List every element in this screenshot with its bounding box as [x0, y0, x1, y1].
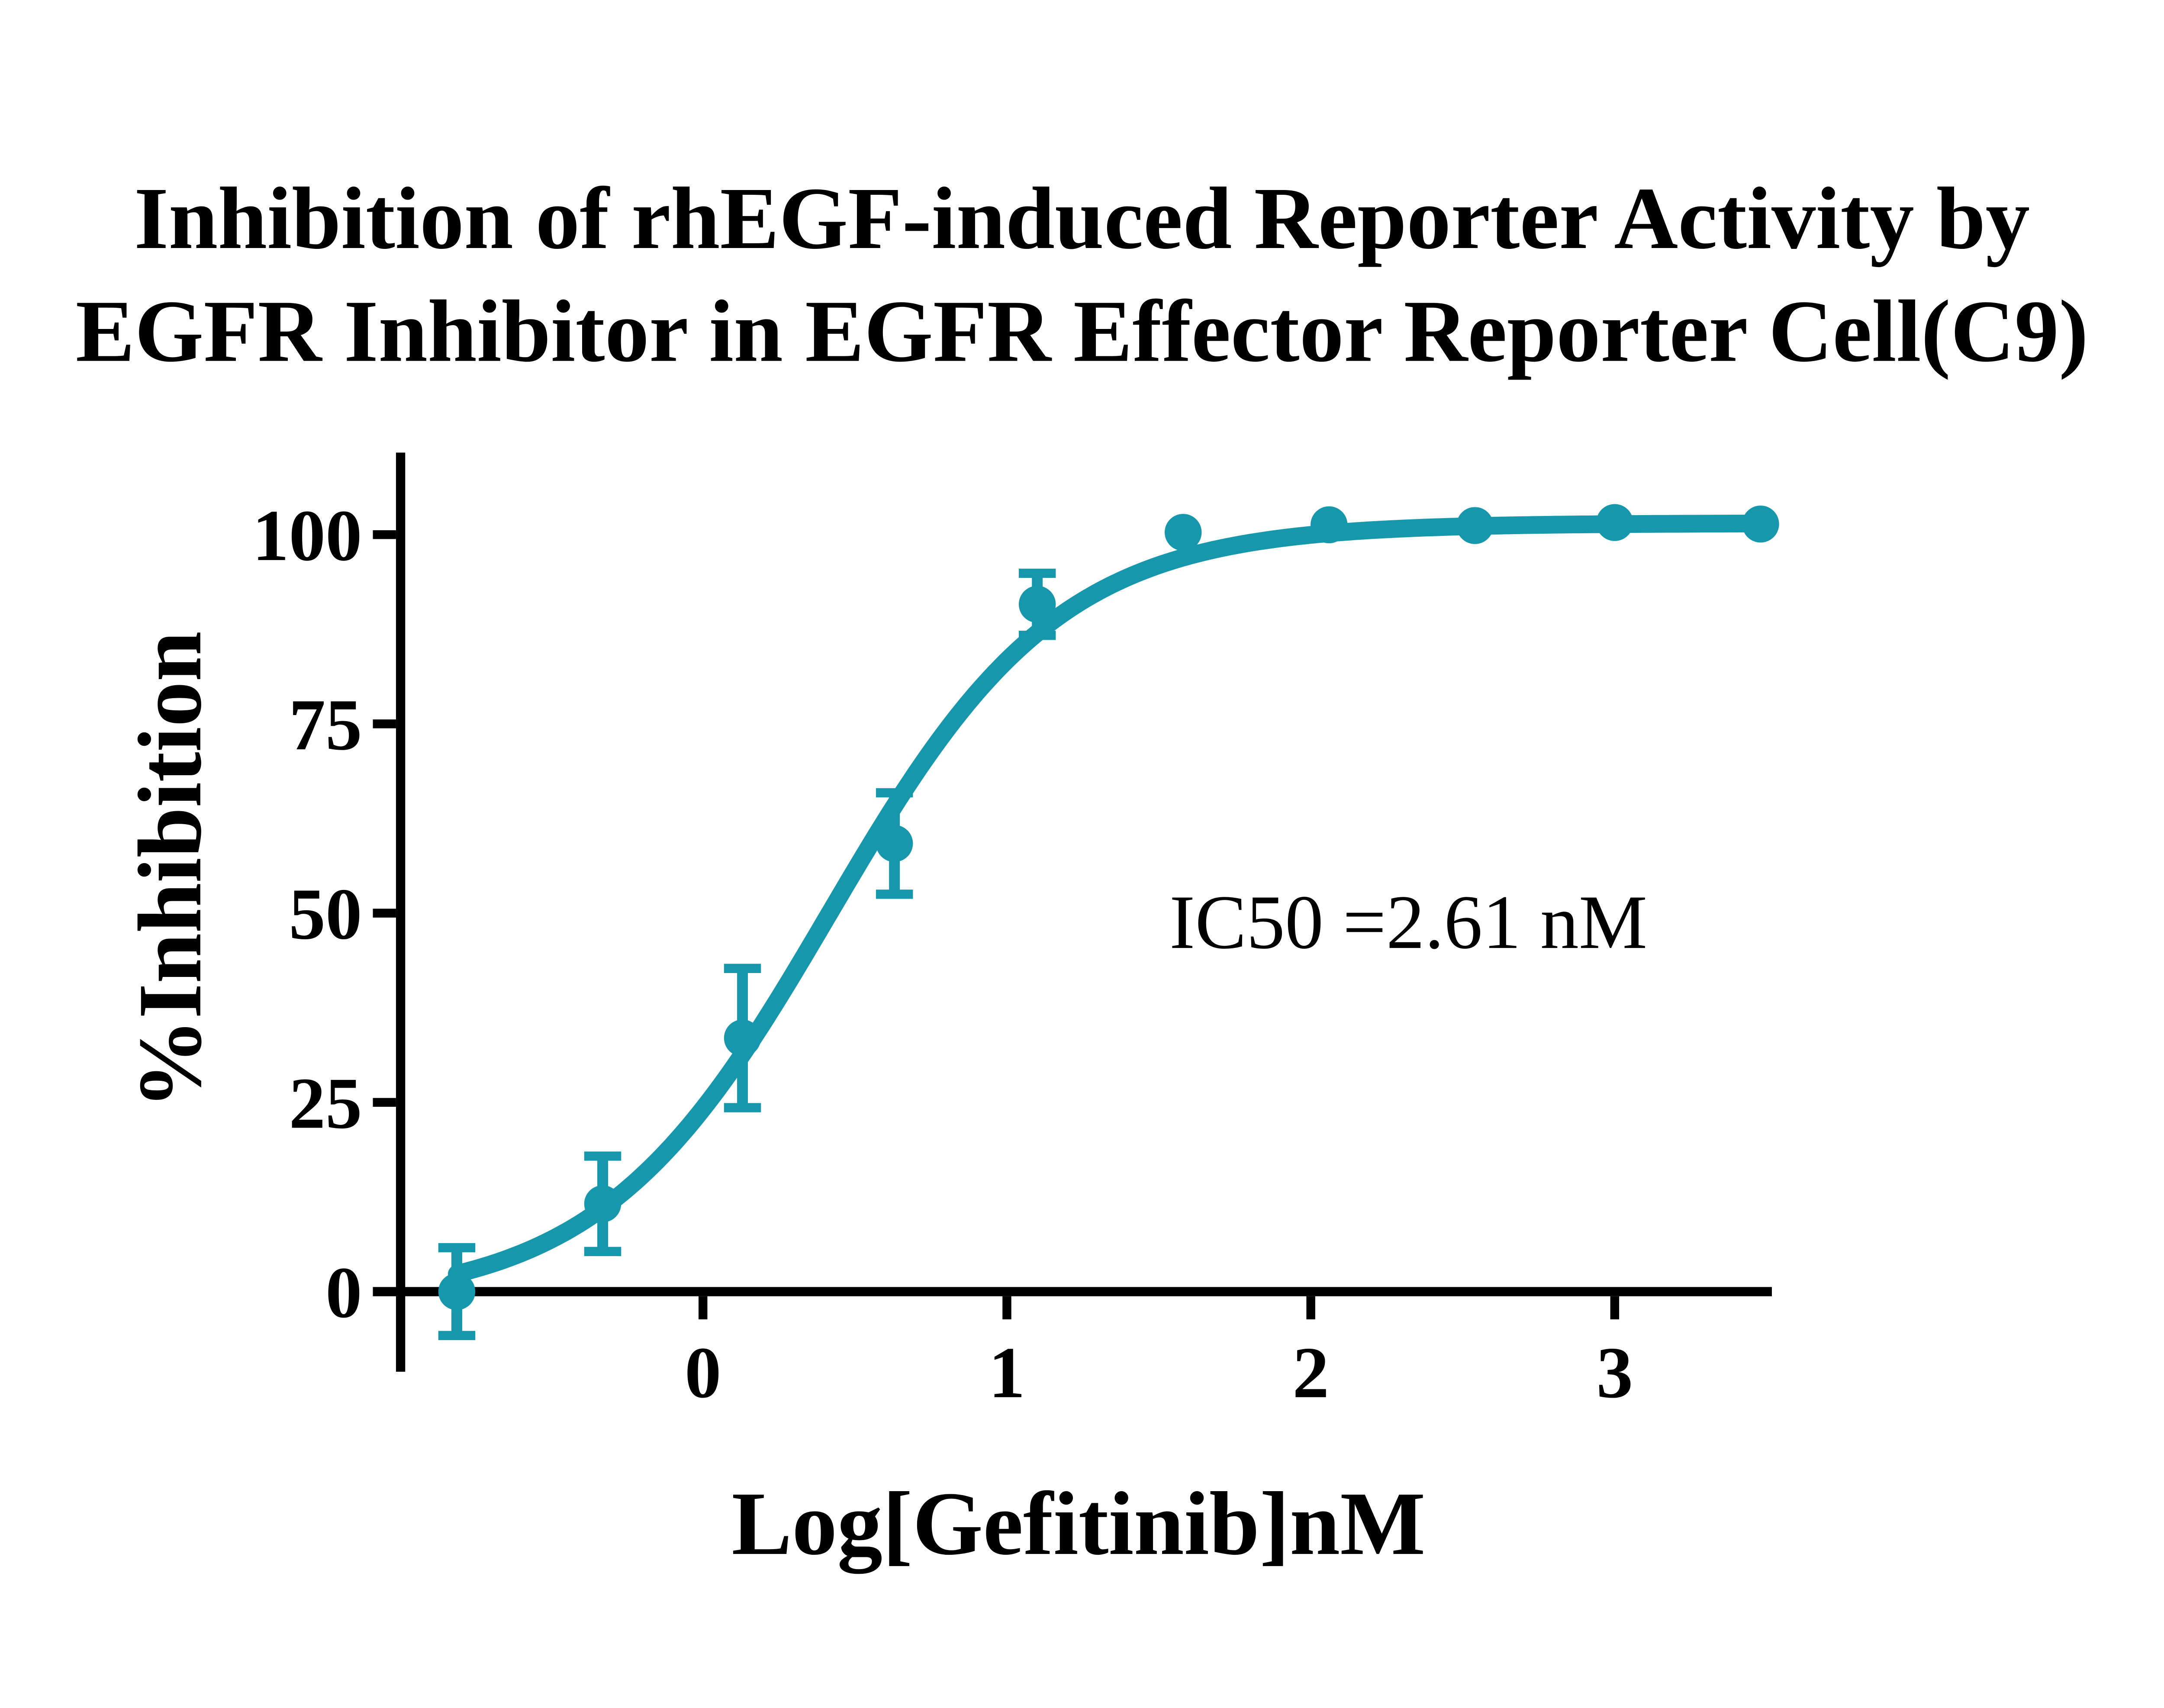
- error-bars: [438, 568, 1056, 1341]
- chart-title-line1: Inhibition of rhEGF-induced Reporter Act…: [134, 170, 2030, 267]
- x-tick-label: 1: [989, 1332, 1025, 1413]
- data-point: [1742, 505, 1779, 543]
- data-point: [876, 825, 913, 862]
- x-axis: 0 1 2 3: [373, 1287, 1772, 1413]
- x-tick-label: 3: [1597, 1332, 1633, 1413]
- y-axis: 100 75 50 25 0: [252, 452, 406, 1372]
- y-tick-label: 0: [325, 1252, 362, 1333]
- y-axis-label: %Inhibition: [120, 631, 220, 1109]
- fit-curve: [448, 515, 1770, 1283]
- y-tick-label: 50: [289, 873, 362, 954]
- chart-title-line2: EGFR Inhibitor in EGFR Effector Reporter…: [76, 283, 2088, 380]
- data-point: [1018, 586, 1056, 623]
- data-point: [438, 1273, 476, 1310]
- data-point: [1311, 506, 1348, 544]
- y-tick-label: 75: [289, 684, 362, 765]
- data-point: [1165, 514, 1202, 551]
- ic50-annotation: IC50 =2.61 nM: [1169, 879, 1647, 965]
- data-point: [724, 1019, 761, 1057]
- fit-curve-path: [448, 515, 1770, 1283]
- data-points: [438, 504, 1779, 1310]
- x-tick-label: 2: [1292, 1332, 1329, 1413]
- x-tick-label: 0: [685, 1332, 721, 1413]
- data-point: [1456, 507, 1494, 544]
- y-tick-label: 100: [252, 495, 362, 576]
- x-axis-label: Log[Gefitinib]nM: [731, 1474, 1425, 1574]
- data-point: [1596, 504, 1633, 541]
- data-point: [584, 1185, 622, 1222]
- y-tick-label: 25: [289, 1063, 362, 1144]
